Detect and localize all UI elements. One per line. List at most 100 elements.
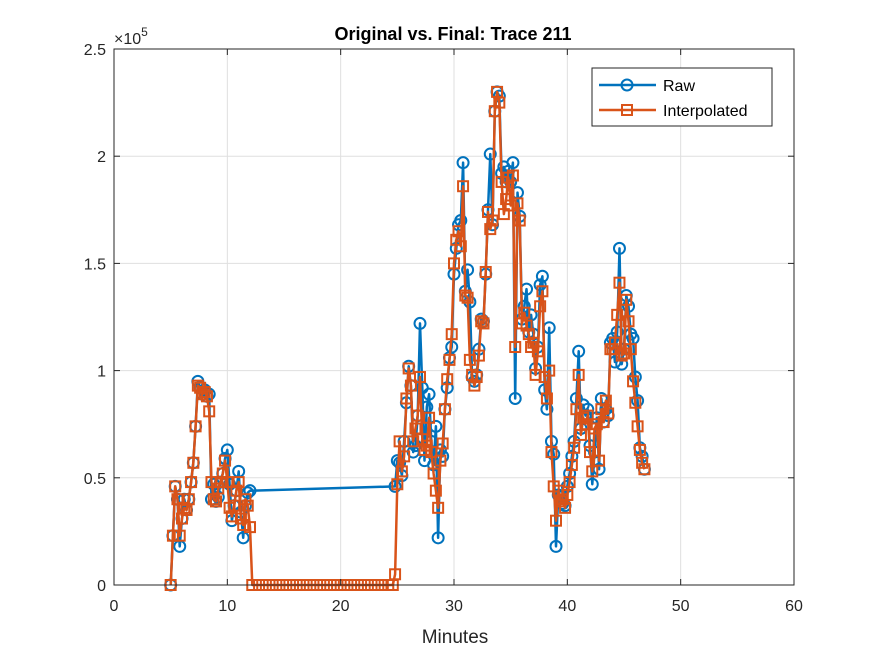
data-point-interpolated <box>497 208 510 221</box>
data-point-raw <box>585 477 599 491</box>
data-point-interpolated <box>620 293 633 306</box>
data-point-interpolated <box>513 214 526 227</box>
data-point-interpolated <box>475 315 488 328</box>
data-point-interpolated <box>221 476 234 489</box>
data-point-interpolated <box>606 343 619 356</box>
data-point-interpolated <box>452 225 465 238</box>
data-point-interpolated <box>187 456 200 469</box>
data-point-interpolated <box>611 308 624 321</box>
data-point-interpolated <box>414 371 426 384</box>
data-point-interpolated <box>443 353 456 366</box>
data-point-raw <box>456 156 470 170</box>
data-point-interpolated <box>479 265 492 278</box>
data-point-interpolated <box>534 300 547 313</box>
data-point-interpolated <box>448 257 460 270</box>
data-point-interpolated <box>200 390 213 403</box>
data-point-interpolated <box>633 443 646 456</box>
data-point-interpolated <box>627 375 640 388</box>
data-point-interpolated <box>237 518 250 531</box>
x-tick-label: 0 <box>110 598 119 615</box>
x-tick-label: 20 <box>332 598 350 615</box>
data-point-interpolated <box>409 422 422 435</box>
legend-box <box>591 67 773 127</box>
data-point-interpolated <box>545 446 558 459</box>
data-point-interpolated <box>241 499 254 512</box>
data-point-raw <box>572 344 586 358</box>
data-point-interpolated <box>230 484 243 497</box>
data-point-raw <box>388 479 402 493</box>
legend-label-interpolated: Interpolated <box>663 103 748 120</box>
data-point-interpolated <box>389 568 402 581</box>
data-point-interpolated <box>400 392 413 405</box>
data-point-raw <box>535 269 549 283</box>
data-point-raw <box>236 531 250 545</box>
data-point-interpolated <box>543 364 556 377</box>
legend: Raw Interpolated <box>591 67 773 127</box>
data-point-interpolated <box>210 495 222 508</box>
data-point-interpolated <box>511 197 524 210</box>
data-point-interpolated <box>203 405 216 418</box>
data-point-interpolated <box>615 349 628 362</box>
data-point-interpolated <box>581 409 594 422</box>
data-point-interpolated <box>232 476 245 489</box>
x-tick-label: 30 <box>445 598 463 615</box>
data-point-interpolated <box>454 240 467 253</box>
data-point-interpolated <box>441 373 454 386</box>
data-point-interpolated <box>393 435 406 448</box>
data-point-interpolated <box>599 394 612 407</box>
y-tick-label: 0 <box>97 578 106 595</box>
data-point-interpolated <box>459 289 472 302</box>
series-raw <box>164 85 651 592</box>
data-point-raw <box>631 394 645 408</box>
data-point-raw <box>506 156 520 170</box>
data-point-interpolated <box>182 493 195 506</box>
data-point-interpolated <box>629 396 642 409</box>
data-point-interpolated <box>624 343 637 356</box>
data-point-interpolated <box>586 465 599 478</box>
data-point-raw <box>547 447 561 461</box>
x-axis-label: Minutes <box>422 627 489 648</box>
data-point-interpolated <box>461 291 474 304</box>
data-point-interpolated <box>590 418 603 431</box>
data-point-interpolated <box>622 315 635 328</box>
data-point-interpolated <box>395 465 408 478</box>
data-point-interpolated <box>212 482 225 495</box>
data-point-interpolated <box>602 407 615 420</box>
data-point-interpolated <box>423 411 436 424</box>
data-point-interpolated <box>438 403 451 416</box>
legend-label-raw: Raw <box>663 78 695 95</box>
data-point-interpolated <box>457 180 470 193</box>
data-point-interpolated <box>239 493 252 506</box>
data-point-interpolated <box>570 403 583 416</box>
data-point-interpolated <box>234 512 247 525</box>
y-tick-label: 0.5 <box>84 471 106 488</box>
data-point-interpolated <box>391 478 404 491</box>
x-tick-label: 10 <box>218 598 236 615</box>
x-tick-label: 60 <box>785 598 803 615</box>
data-point-interpolated <box>559 501 572 514</box>
data-point-interpolated <box>171 493 184 506</box>
data-point-raw <box>422 387 436 401</box>
data-point-interpolated <box>169 480 182 493</box>
data-point-interpolated <box>536 285 549 298</box>
data-point-interpolated <box>432 501 445 514</box>
data-point-interpolated <box>520 319 533 332</box>
data-point-interpolated <box>434 454 447 467</box>
data-point-interpolated <box>631 420 644 433</box>
data-point-interpolated <box>531 345 544 358</box>
data-point-interpolated <box>398 450 411 463</box>
data-point-interpolated <box>173 529 186 542</box>
data-point-raw <box>413 316 427 330</box>
data-point-interpolated <box>509 341 522 354</box>
data-point-interpolated <box>613 276 626 289</box>
y-exponent-base: ×10 <box>114 31 141 48</box>
data-point-raw <box>483 147 497 161</box>
data-point-interpolated <box>563 476 576 489</box>
data-point-interpolated <box>565 458 578 471</box>
data-point-interpolated <box>561 488 574 501</box>
chart-title: Original vs. Final: Trace 211 <box>334 24 571 44</box>
data-point-interpolated <box>219 454 232 467</box>
data-point-interpolated <box>189 420 202 433</box>
data-point-raw <box>612 241 626 255</box>
